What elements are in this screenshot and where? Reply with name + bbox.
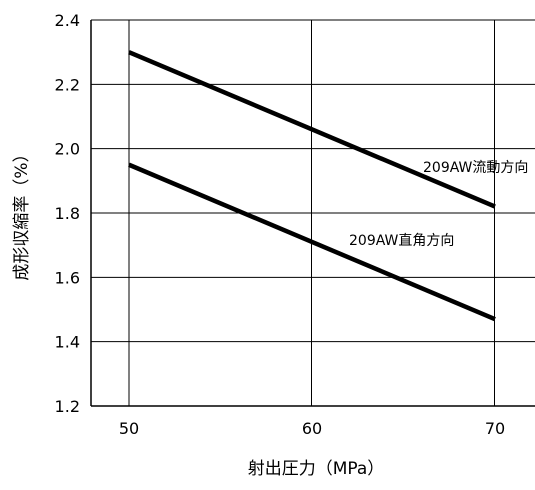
- plot-frame: [90, 20, 535, 407]
- x-axis-label: 射出圧力（MPa）: [248, 459, 385, 479]
- series-labels: 209AW流動方向 209AW直角方向: [349, 160, 528, 249]
- y-tick-label: 1.2: [55, 397, 80, 416]
- y-tick-label: 2.0: [55, 140, 80, 159]
- series-line-2: [128, 162, 496, 322]
- y-tick-label: 2.4: [55, 11, 80, 30]
- x-tick-label: 70: [485, 419, 505, 438]
- x-tick-label: 50: [119, 419, 139, 438]
- x-axis-ticks: 50 60 70: [119, 419, 505, 438]
- y-tick-label: 1.4: [55, 333, 80, 352]
- y-axis-ticks: 1.2 1.4 1.6 1.8 2.0 2.2 2.4: [55, 11, 80, 416]
- series-lines: [128, 50, 496, 322]
- x-tick-label: 60: [302, 419, 322, 438]
- y-axis-label: 成形収縮率（%）: [12, 145, 32, 280]
- series-label-1: 209AW流動方向: [423, 160, 528, 176]
- series-label-2: 209AW直角方向: [349, 232, 454, 249]
- y-tick-label: 1.6: [55, 268, 80, 287]
- series-line-1: [128, 50, 496, 209]
- grid: [91, 19, 535, 407]
- y-tick-label: 1.8: [55, 204, 80, 223]
- y-tick-label: 2.2: [55, 75, 80, 94]
